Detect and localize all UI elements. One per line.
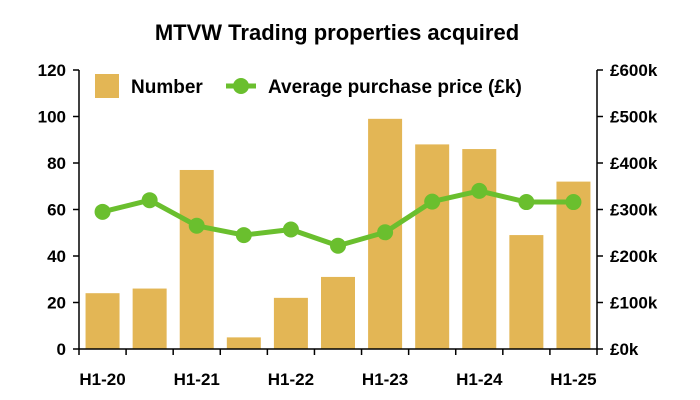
- y-left-tick-label: 80: [47, 154, 66, 173]
- y-left-tick-label: 40: [47, 247, 66, 266]
- y-right-tick-label: £400k: [610, 154, 658, 173]
- bar-h1-24: [462, 149, 497, 349]
- price-point-h2-24: [518, 194, 535, 211]
- price-point-h1-22: [282, 221, 299, 238]
- price-point-h1-23: [377, 224, 394, 241]
- price-line: [101, 188, 574, 249]
- price-point-h1-24: [471, 182, 488, 199]
- bar-h1-22: [273, 297, 308, 349]
- bar-h2-24: [509, 235, 544, 349]
- legend-swatch-marker: [233, 78, 249, 94]
- y-right-tick-label: £300k: [610, 201, 658, 220]
- price-point-h2-20: [141, 192, 158, 209]
- price-point-h2-21: [235, 227, 252, 244]
- y-right-tick-label: £200k: [610, 247, 658, 266]
- x-tick-label: H1-23: [362, 370, 408, 389]
- bar-h1-20: [85, 293, 120, 349]
- bar-h2-21: [226, 337, 261, 349]
- chart-title: MTVW Trading properties acquired: [155, 20, 519, 45]
- axes-layer: [73, 69, 603, 355]
- legend-swatch-number: [95, 74, 119, 98]
- y-right-tick-label: £600k: [610, 61, 658, 80]
- bar-h2-22: [321, 276, 355, 349]
- labels-layer: 0 20 40 60 80 100 120 £0k £100k £200k £300k £400k £5…: [38, 61, 658, 389]
- price-point-h1-20: [94, 203, 111, 220]
- y-left-tick-label: 120: [38, 61, 66, 80]
- bar-h2-23: [415, 144, 450, 349]
- bar-h1-21: [179, 169, 214, 349]
- x-tick-label: H1-21: [174, 370, 220, 389]
- x-tick-label: H1-25: [550, 370, 596, 389]
- y-left-tick-label: 100: [38, 108, 66, 127]
- x-tick-label: H1-20: [79, 370, 125, 389]
- line-layer: [94, 182, 582, 254]
- legend-label-price: Average purchase price (£k): [268, 77, 522, 98]
- legend: Number Average purchase price (£k): [95, 74, 522, 98]
- price-point-h2-23: [424, 193, 441, 210]
- x-tick-label: H1-24: [456, 370, 503, 389]
- price-point-h2-22: [330, 237, 346, 254]
- price-point-h1-21: [188, 217, 205, 234]
- y-right-tick-label: £0k: [610, 340, 639, 359]
- y-left-tick-label: 60: [47, 201, 66, 220]
- y-right-tick-label: £100k: [610, 294, 658, 313]
- price-point-h1-25: [565, 194, 582, 211]
- y-left-tick-label: 20: [47, 294, 66, 313]
- bar-h2-20: [132, 288, 167, 349]
- bars-layer: [85, 118, 591, 349]
- legend-label-number: Number: [131, 77, 203, 98]
- y-left-tick-label: 0: [57, 340, 66, 359]
- x-tick-label: H1-22: [268, 370, 314, 389]
- y-right-tick-label: £500k: [610, 108, 658, 127]
